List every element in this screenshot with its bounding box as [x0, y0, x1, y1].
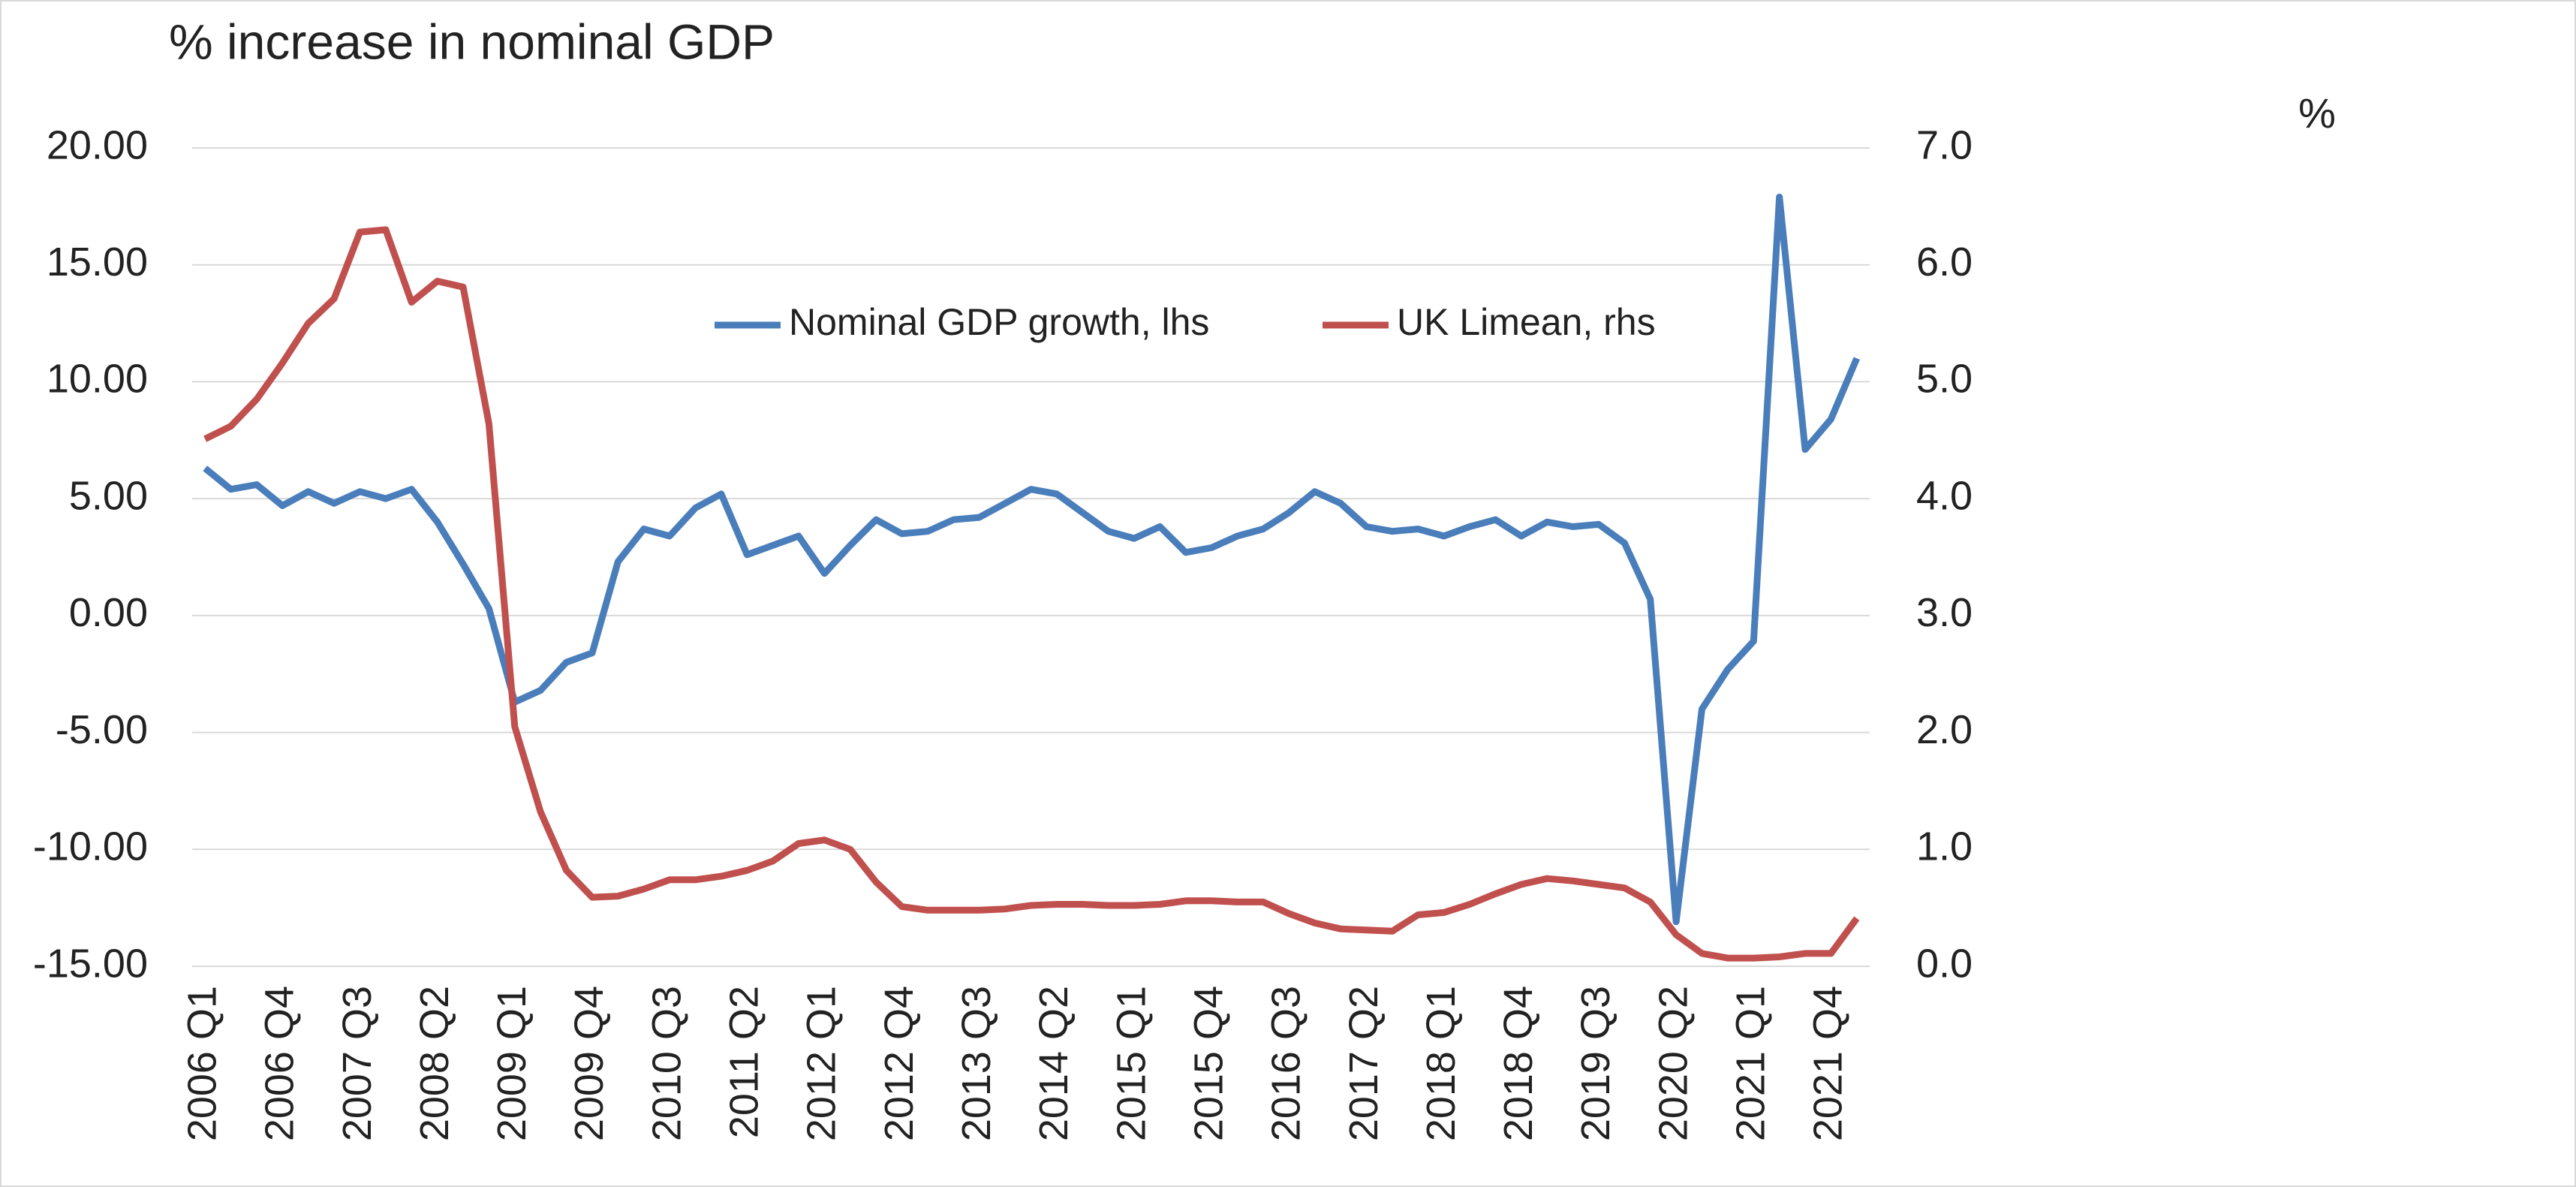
y-tick-label: -15.00 [33, 941, 148, 986]
chart-title: % increase in nominal GDP [169, 14, 775, 69]
x-tick-label: 2008 Q2 [412, 986, 457, 1141]
x-tick-label: 2012 Q4 [877, 986, 922, 1141]
y-tick-label: -5.00 [56, 707, 148, 752]
x-tick-label: 2018 Q4 [1496, 986, 1541, 1141]
x-tick-label: 2021 Q4 [1806, 986, 1851, 1141]
x-tick-label: 2015 Q1 [1109, 986, 1154, 1141]
x-tick-label: 2017 Q2 [1341, 986, 1386, 1141]
x-tick-label: 2013 Q3 [954, 986, 999, 1141]
x-tick-label: 2009 Q1 [489, 986, 534, 1141]
y-tick-label: 0.00 [69, 590, 148, 635]
x-tick-label: 2021 Q1 [1729, 986, 1774, 1141]
x-tick-label: 2018 Q1 [1419, 986, 1464, 1141]
y-tick-label: 5.00 [69, 473, 148, 518]
x-tick-label: 2012 Q1 [799, 986, 844, 1141]
x-tick-label: 2011 Q2 [722, 986, 767, 1138]
y2-tick-label: 3.0 [1916, 590, 1973, 635]
y2-axis-label: % [2298, 89, 2336, 137]
legend-label: UK Limean, rhs [1397, 301, 1656, 343]
x-tick-label: 2010 Q3 [644, 986, 689, 1141]
y2-tick-label: 4.0 [1916, 473, 1973, 518]
y2-tick-label: 5.0 [1916, 357, 1973, 402]
legend-label: Nominal GDP growth, lhs [789, 301, 1209, 343]
x-tick-label: 2009 Q4 [567, 986, 612, 1141]
y-tick-label: 20.00 [47, 122, 148, 167]
x-tick-label: 2019 Q3 [1573, 986, 1618, 1141]
x-tick-label: 2006 Q1 [179, 986, 224, 1141]
y-tick-label: -10.00 [33, 824, 148, 869]
y2-tick-label: 1.0 [1916, 824, 1973, 869]
y2-tick-label: 6.0 [1916, 240, 1973, 285]
x-tick-label: 2014 Q2 [1031, 986, 1076, 1141]
x-tick-label: 2020 Q2 [1651, 986, 1696, 1141]
x-tick-label: 2016 Q3 [1264, 986, 1309, 1141]
x-tick-label: 2006 Q4 [257, 986, 302, 1141]
series-line [203, 193, 1860, 926]
y-tick-label: 10.00 [47, 357, 148, 402]
y2-tick-label: 0.0 [1916, 941, 1973, 986]
y-tick-label: 15.00 [47, 240, 148, 285]
x-tick-label: 2007 Q3 [335, 986, 380, 1141]
x-tick-label: 2015 Q4 [1186, 986, 1231, 1141]
series-line [203, 226, 1860, 962]
y2-tick-label: 7.0 [1916, 122, 1973, 167]
y2-tick-label: 2.0 [1916, 707, 1973, 752]
